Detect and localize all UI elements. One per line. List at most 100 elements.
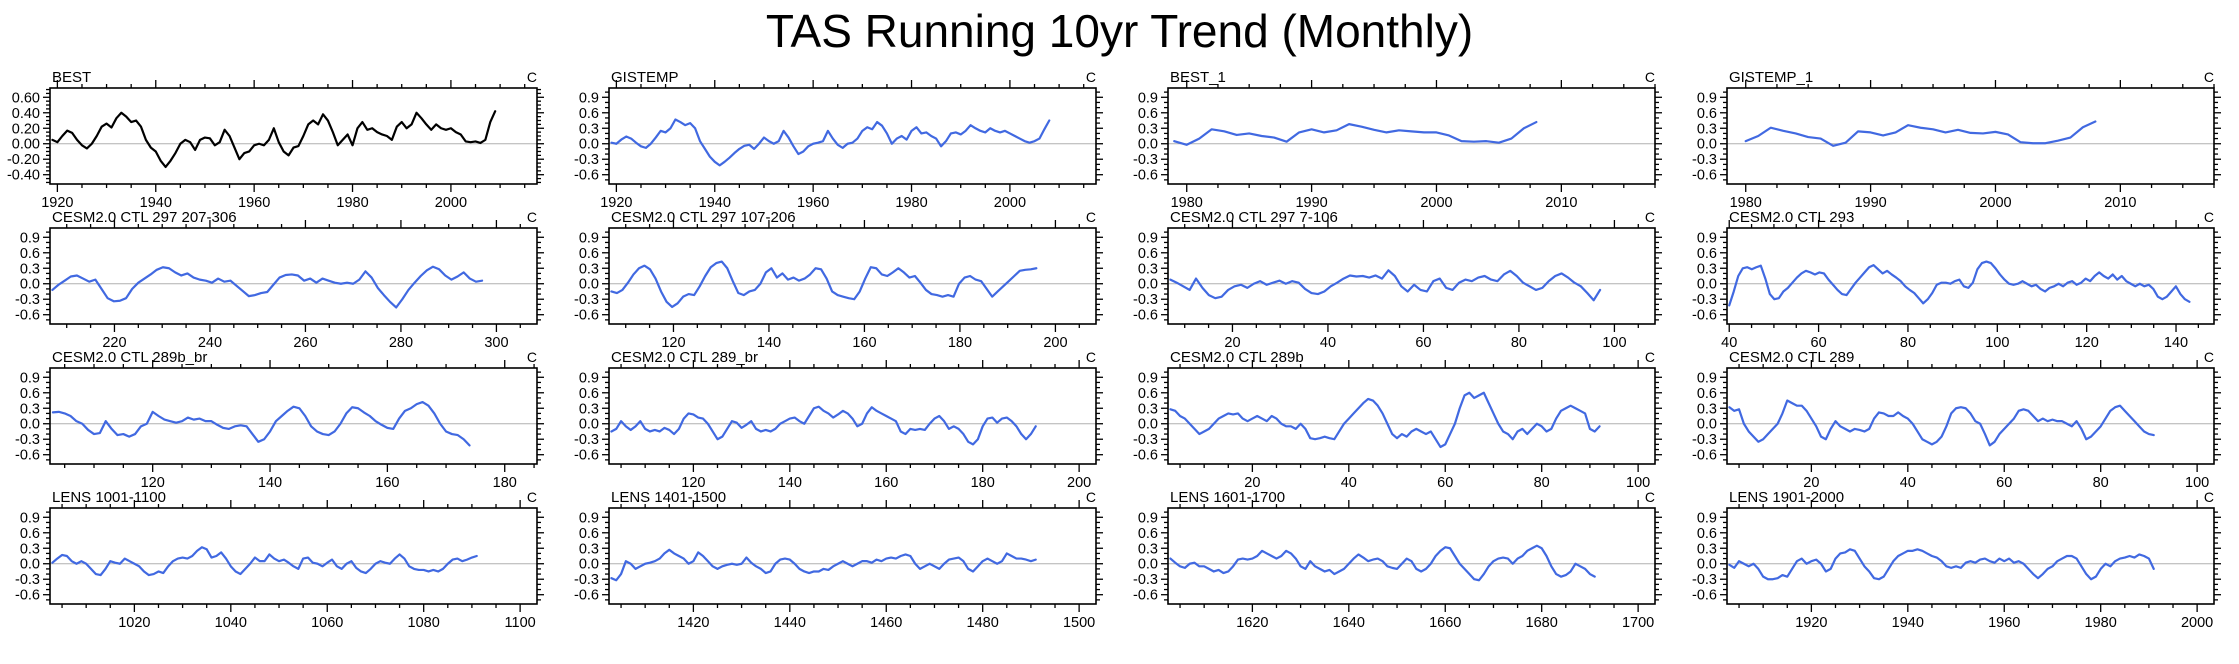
x-tick-label: 1100 [505, 615, 536, 630]
y-tick-label: -0.6 [1692, 588, 1717, 604]
y-tick-label: -0.6 [574, 308, 599, 324]
x-axis-ticks [625, 220, 1080, 332]
y-tick-label: 0.9 [579, 90, 599, 106]
y-tick-label: -0.6 [1133, 168, 1158, 184]
y-tick-label: -0.3 [15, 432, 40, 448]
panel-title-label: CESM2.0 CTL 289 [1729, 352, 1854, 366]
y-tick-label: -0.3 [574, 432, 599, 448]
x-tick-label: 1680 [1526, 615, 1558, 630]
tick-labels: 20 40 60 80 100 0.90.60.30.0-0.3-0.6 [1133, 370, 1650, 491]
data-line [51, 265, 484, 309]
figure-title: TAS Running 10yr Trend (Monthly) [765, 5, 1474, 57]
x-tick-label: 40 [1320, 335, 1336, 350]
x-tick-label: 1420 [677, 615, 709, 630]
panel-cesm2-0-ctl-289b-br: 120 140 160 180 0.9 0.6 0.3 0.0 -0.3 -0.6 CESM2.0 … [4, 349, 563, 492]
y-tick-label: -0.6 [15, 588, 40, 604]
y-tick-label: 0.3 [20, 541, 40, 557]
panel-cesm2-0-ctl-297-107-206: 120 140 160 180 200 0.9 0.6 0.3 0.0 -0.3 -0.6 CESM2… [563, 209, 1122, 352]
x-tick-label: 180 [971, 475, 995, 490]
panel-cesm2-0-ctl-289b: 20 40 60 80 100 0.9 0.6 0.3 0.0 -0.3 -0.6 CESM2.0 C… [1122, 349, 1681, 492]
panel-title-label: BEST_1 [1170, 72, 1226, 86]
y-axis-ticks [43, 371, 544, 461]
y-tick-label: 0.60 [12, 90, 40, 106]
x-tick-label: 60 [1437, 475, 1453, 490]
y-axis-ticks [43, 231, 544, 321]
x-tick-label: 300 [484, 335, 508, 350]
x-tick-label: 20 [1803, 475, 1819, 490]
chart-svg-lens-1401-1500: 1420 1440 1460 1480 1500 0.90.60.30.0-0.3-0.6… [574, 489, 1103, 631]
x-tick-label: 1960 [1988, 615, 2020, 630]
x-axis-ticks [61, 500, 521, 612]
y-tick-label: 0.6 [1138, 386, 1158, 402]
y-tick-label: -0.3 [574, 572, 599, 588]
x-tick-label: 2010 [1545, 195, 1577, 210]
x-tick-label: 200 [1043, 335, 1067, 350]
panel-title-label: CESM2.0 CTL 289b [1170, 352, 1304, 366]
y-tick-label: -0.6 [1692, 308, 1717, 324]
y-tick-label: 0.9 [1697, 230, 1717, 246]
plot-box [1167, 87, 1656, 185]
x-tick-label: 1960 [797, 195, 829, 210]
plot-box [49, 87, 538, 185]
x-tick-label: 160 [852, 335, 876, 350]
tick-labels: 40 60 80 100 120 140 0.90.60.30.0-0.3-0.6 [1692, 230, 2188, 351]
x-tick-label: 120 [141, 475, 165, 490]
plot-box [1726, 227, 2215, 325]
unit-label: C [1086, 352, 1096, 365]
y-tick-label: -0.3 [1133, 292, 1158, 308]
y-tick-label: -0.3 [1692, 292, 1717, 308]
y-tick-label: 0.0 [1697, 557, 1717, 573]
x-axis-ticks [1186, 80, 1656, 192]
panel-cesm2-0-ctl-297-207-306: 220 240 260 280 300 0.9 0.6 0.3 0.0 -0.3 -0.6 CESM2… [4, 209, 563, 352]
panel-best: 1920 1940 1960 1980 2000 0.60 0.40 0.20 0.00 -0.2… [4, 69, 563, 212]
x-tick-label: 1700 [1622, 615, 1654, 630]
y-tick-label: 0.0 [1697, 277, 1717, 293]
unit-label: C [527, 352, 537, 365]
panel-title-label: CESM2.0 CTL 297 107-206 [611, 212, 796, 226]
y-tick-label: 0.0 [1138, 417, 1158, 433]
x-tick-label: 1980 [1730, 195, 1762, 210]
x-tick-label: 1440 [774, 615, 806, 630]
x-tick-label: 1920 [1795, 615, 1827, 630]
unit-label: C [1086, 72, 1096, 85]
tick-labels: 1920 1940 1960 1980 2000 0.90.60.30.0-0.3-0.6 [1692, 510, 2213, 631]
x-axis-ticks [1745, 80, 2215, 192]
x-tick-label: 260 [293, 335, 317, 350]
y-tick-label: 0.9 [1138, 510, 1158, 526]
y-axis-ticks [1161, 91, 1662, 181]
x-tick-label: 100 [1985, 335, 2009, 350]
y-tick-label: -0.3 [1692, 152, 1717, 168]
panel-title-label: GISTEMP_1 [1729, 72, 1813, 86]
unit-label: C [1645, 212, 1655, 225]
y-tick-label: 0.3 [1697, 121, 1717, 137]
plot-box [1726, 87, 2215, 185]
x-tick-label: 80 [2093, 475, 2109, 490]
unit-label: C [2204, 72, 2214, 85]
y-tick-label: -0.6 [15, 308, 40, 324]
y-tick-label: 0.6 [1697, 386, 1717, 402]
data-line [51, 546, 478, 577]
x-tick-label: 1940 [1892, 615, 1924, 630]
unit-label: C [527, 72, 537, 85]
y-tick-label: 0.9 [1138, 370, 1158, 386]
panel-title-label: LENS 1601-1700 [1170, 492, 1285, 506]
y-tick-label: 0.6 [579, 386, 599, 402]
y-tick-label: 0.00 [12, 137, 40, 153]
y-tick-label: 0.6 [1138, 246, 1158, 262]
x-axis-ticks [1738, 500, 2198, 612]
panel-title-label: LENS 1901-2000 [1729, 492, 1844, 506]
x-tick-label: 40 [1721, 335, 1737, 350]
panel-cesm2-0-ctl-293: 40 60 80 100 120 140 0.9 0.6 0.3 0.0 -0.3 -0.6 CESM2… [1681, 209, 2239, 352]
y-tick-label: -0.20 [7, 152, 40, 168]
panel-lens-1001-1100: 1020 1040 1060 1080 1100 0.9 0.6 0.3 0.0 -0.3 -0.6… [4, 489, 563, 632]
x-tick-label: 1040 [215, 615, 247, 630]
chart-svg-cesm2-0-ctl-297-7-106: 20 40 60 80 100 0.90.60.30.0-0.3-0.6 CESM2.0 C… [1133, 209, 1662, 351]
tick-labels: 20 40 60 80 100 0.90.60.30.0-0.3-0.6 [1133, 230, 1627, 351]
y-tick-label: 0.3 [1697, 541, 1717, 557]
x-tick-label: 1990 [1854, 195, 1886, 210]
panel-lens-1401-1500: 1420 1440 1460 1480 1500 0.9 0.6 0.3 0.0 -0.3 -0.6… [563, 489, 1122, 632]
y-tick-label: -0.3 [1133, 152, 1158, 168]
y-tick-label: 0.9 [579, 230, 599, 246]
x-tick-label: 20 [1224, 335, 1240, 350]
data-line [1728, 260, 2191, 307]
